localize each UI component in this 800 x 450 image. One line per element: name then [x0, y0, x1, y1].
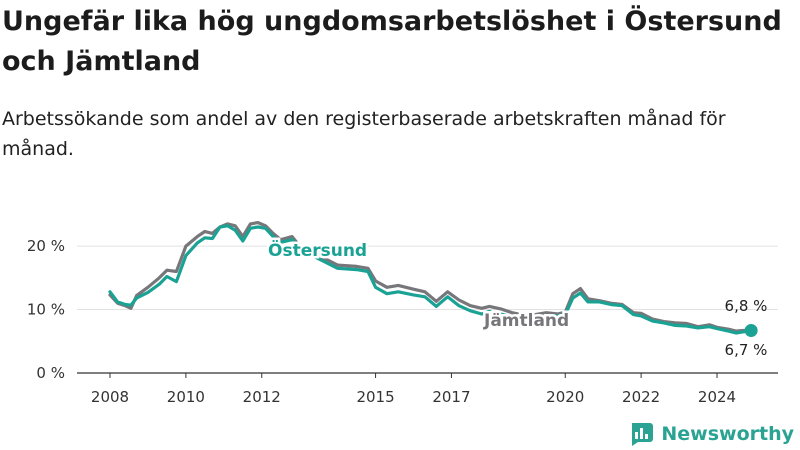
y-tick-label: 10 %: [27, 301, 65, 319]
end-value-label-ostersund: 6,7 %: [725, 341, 768, 359]
end-value-label-jamtland: 6,8 %: [725, 297, 768, 315]
series-lines: [108, 221, 758, 337]
series-line-ostersund: [108, 224, 753, 335]
x-tick-label: 2017: [432, 388, 470, 406]
x-axis: 2008 2010 2012 2015 2017 2020 2022 2024: [91, 373, 736, 406]
end-point-marker: [744, 323, 758, 337]
series-label-jamtland: Jämtland: [483, 311, 569, 331]
brand-logo: Newsworthy: [629, 420, 794, 448]
x-tick-label: 2024: [698, 388, 736, 406]
chart-subtitle: Arbetssökande som andel av den registerb…: [2, 108, 726, 160]
y-axis: 0 % 10 % 20 %: [27, 237, 65, 382]
x-tick-label: 2012: [243, 388, 281, 406]
bar-chart-icon: [632, 423, 654, 446]
series-label-ostersund: Östersund: [268, 239, 367, 261]
x-tick-label: 2022: [622, 388, 660, 406]
y-tick-label: 20 %: [27, 237, 65, 255]
x-tick-label: 2008: [91, 388, 129, 406]
series-line-jamtland: [108, 221, 753, 333]
brand-name: Newsworthy: [661, 423, 794, 445]
y-tick-label: 0 %: [36, 364, 65, 382]
x-tick-label: 2015: [356, 388, 394, 406]
x-tick-label: 2010: [167, 388, 205, 406]
chart-title: Ungefär lika hög ungdomsarbetslöshet i Ö…: [2, 6, 782, 77]
series-labels: Östersund Jämtland 6,8 % 6,7 %: [266, 237, 768, 360]
x-tick-label: 2020: [546, 388, 584, 406]
